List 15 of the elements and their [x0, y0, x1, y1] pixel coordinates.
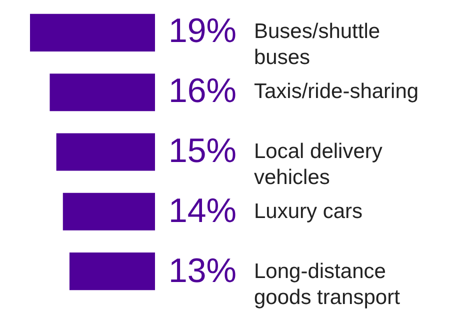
bar [30, 14, 155, 52]
data-label: 16% [168, 72, 237, 110]
data-label: 15% [168, 132, 237, 170]
y-tick-label: Buses/shuttle buses [254, 20, 380, 69]
y-tick-label: Taxis/ride-sharing [254, 80, 419, 103]
y-tick-label: Luxury cars [254, 200, 363, 223]
data-label: 14% [168, 192, 237, 230]
data-label: 19% [168, 12, 237, 50]
y-tick-label: Long-distance goods transport [254, 260, 400, 309]
data-label: 13% [168, 252, 237, 290]
bar [56, 133, 155, 171]
bar [62, 192, 155, 230]
bar [50, 74, 155, 112]
bar [69, 252, 155, 290]
y-tick-label: Local delivery vehicles [254, 140, 383, 189]
